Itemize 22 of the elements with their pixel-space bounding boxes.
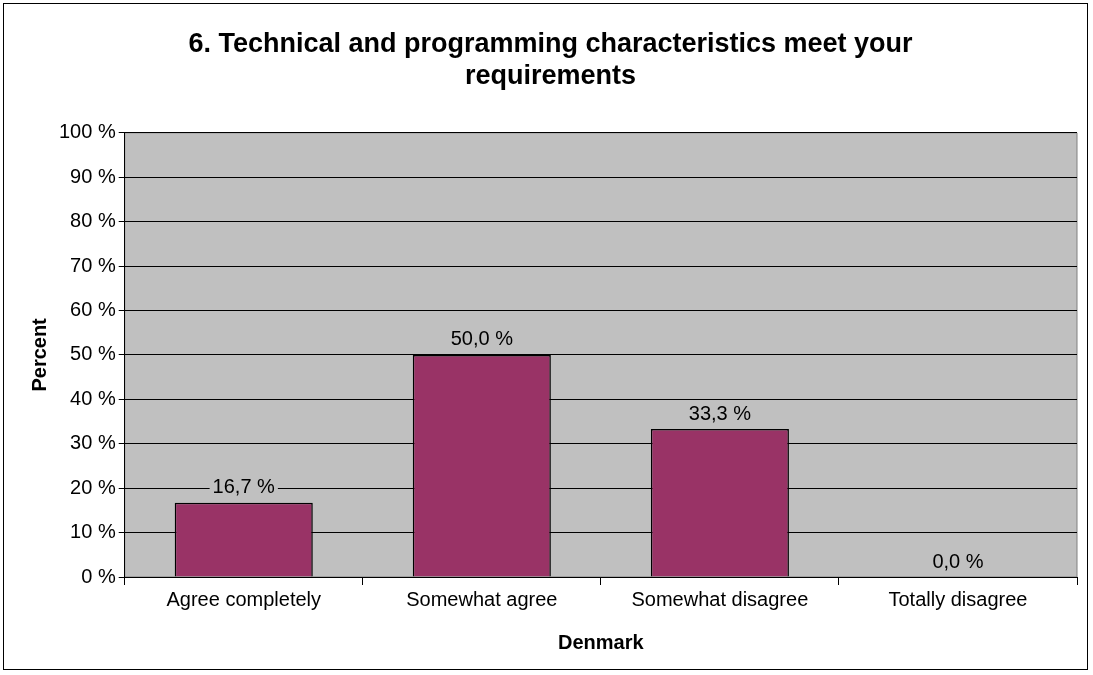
y-tick-label: 90 % [70, 164, 116, 187]
x-tick-label: Agree completely [166, 587, 322, 610]
data-label: 50,0 % [450, 327, 514, 350]
x-tick-label: Totally disagree [888, 587, 1028, 610]
chart-title: 6. Technical and programming characteristics meet your requirements [188, 27, 914, 91]
data-label: 16,7 % [212, 475, 276, 498]
y-tick-label: 0 % [81, 564, 116, 587]
y-tick-label: 40 % [70, 386, 116, 409]
y-axis-title: Percent [27, 317, 50, 392]
x-axis-title: Denmark [558, 630, 645, 653]
data-label: 0,0 % [932, 549, 984, 572]
y-tick-label: 30 % [70, 431, 116, 454]
x-tick-label: Somewhat disagree [631, 587, 809, 610]
data-label: 33,3 % [688, 401, 752, 424]
y-tick-label: 100 % [58, 120, 116, 143]
x-tick-label: Somewhat agree [406, 587, 558, 610]
y-tick-label: 10 % [70, 520, 116, 543]
y-tick-label: 60 % [70, 298, 116, 320]
y-tick-label: 20 % [70, 475, 116, 498]
y-tick-label: 80 % [70, 209, 116, 232]
y-tick-label: 70 % [70, 253, 116, 276]
y-tick-label: 50 % [70, 342, 116, 365]
